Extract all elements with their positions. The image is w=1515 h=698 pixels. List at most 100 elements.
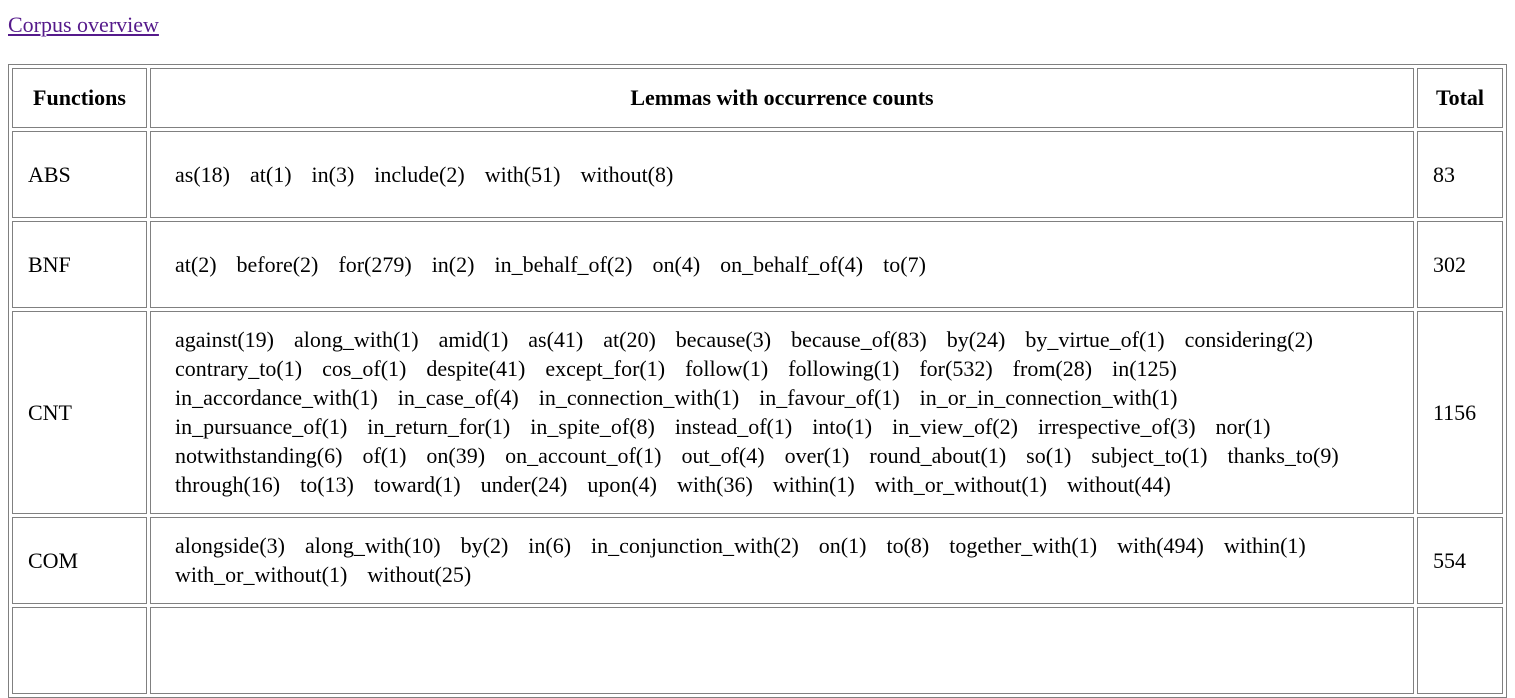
lemma-item: in_return_for(1): [367, 414, 511, 439]
function-cell: ABS: [12, 131, 147, 218]
lemma-item: cos_of(1): [322, 356, 407, 381]
lemma-item: so(1): [1026, 443, 1072, 468]
lemma-item: for(279): [338, 251, 412, 277]
lemma-item: following(1): [788, 356, 900, 381]
total-cell: 302: [1417, 221, 1503, 308]
lemma-item: by(24): [946, 327, 1006, 352]
lemma-item: from(28): [1012, 356, 1093, 381]
function-cell: BNF: [12, 221, 147, 308]
lemma-item: by_virtue_of(1): [1025, 327, 1165, 352]
table-row-partial: [12, 607, 1503, 694]
lemma-item: in(2): [431, 251, 475, 277]
lemmas-cell: alongside(3) along_with(10) by(2) in(6) in_c…: [150, 517, 1414, 604]
lemma-item: through(16): [175, 472, 281, 497]
lemma-item: in_accordance_with(1): [175, 385, 378, 410]
lemma-item: into(1): [812, 414, 873, 439]
lemma-item: follow(1): [685, 356, 769, 381]
lemma-item: except_for(1): [545, 356, 666, 381]
lemma-item: to(7): [883, 251, 926, 277]
table-row: BNF at(2) before(2) for(279) in(2) in_behalf…: [12, 221, 1503, 308]
lemma-item: in(3): [311, 161, 355, 187]
table-body: ABS as(18) at(1) in(3) include(2) with(51) wi…: [12, 131, 1503, 694]
lemma-item: with_or_without(1): [175, 562, 348, 587]
lemma-item: without(8): [580, 161, 674, 187]
lemma-item: out_of(4): [681, 443, 765, 468]
lemma-item: on(39): [426, 443, 486, 468]
header-lemmas: Lemmas with occurrence counts: [150, 68, 1414, 128]
lemma-item: by(2): [460, 533, 509, 558]
corpus-overview-link[interactable]: Corpus overview: [8, 12, 159, 37]
header-total: Total: [1417, 68, 1503, 128]
lemma-item: because_of(83): [791, 327, 927, 352]
lemma-item: to(8): [886, 533, 930, 558]
function-cell: CNT: [12, 311, 147, 514]
lemmas-cell: as(18) at(1) in(3) include(2) with(51) withou…: [150, 131, 1414, 218]
table-header-row: Functions Lemmas with occurrence counts …: [12, 68, 1503, 128]
lemma-item: because(3): [675, 327, 772, 352]
lemma-item: include(2): [374, 161, 465, 187]
lemma-item: to(13): [300, 472, 354, 497]
lemma-item: contrary_to(1): [175, 356, 303, 381]
header-functions: Functions: [12, 68, 147, 128]
total-cell: 1156: [1417, 311, 1503, 514]
lemmas-cell: at(2) before(2) for(279) in(2) in_behalf_of(…: [150, 221, 1414, 308]
lemma-item: with(36): [677, 472, 753, 497]
lemma-item: toward(1): [373, 472, 461, 497]
lemma-item: in_connection_with(1): [538, 385, 740, 410]
lemma-item: thanks_to(9): [1227, 443, 1339, 468]
lemmas-cell: [150, 607, 1414, 694]
lemma-item: in(6): [528, 533, 572, 558]
lemma-item: in_view_of(2): [892, 414, 1018, 439]
lemma-item: at(1): [249, 161, 292, 187]
total-cell: [1417, 607, 1503, 694]
lemma-item: at(20): [603, 327, 656, 352]
total-cell: 554: [1417, 517, 1503, 604]
lemma-item: without(25): [367, 562, 472, 587]
lemma-item: irrespective_of(3): [1037, 414, 1196, 439]
lemma-item: on(1): [818, 533, 867, 558]
lemmas-cell: against(19) along_with(1) amid(1) as(41) at(…: [150, 311, 1414, 514]
lemma-item: within(1): [1223, 533, 1306, 558]
lemma-item: considering(2): [1184, 327, 1313, 352]
lemma-item: in_case_of(4): [397, 385, 519, 410]
lemma-item: along_with(1): [293, 327, 419, 352]
total-cell: 83: [1417, 131, 1503, 218]
lemma-item: in(125): [1112, 356, 1177, 381]
lemma-item: in_spite_of(8): [530, 414, 655, 439]
lemma-item: within(1): [772, 472, 855, 497]
lemma-item: round_about(1): [869, 443, 1007, 468]
lemma-item: upon(4): [587, 472, 658, 497]
lemma-item: against(19): [175, 327, 274, 352]
lemma-item: without(44): [1067, 472, 1171, 497]
lemma-item: with(51): [484, 161, 561, 187]
function-cell: [12, 607, 147, 694]
function-cell: COM: [12, 517, 147, 604]
lemma-item: with_or_without(1): [874, 472, 1047, 497]
lemma-item: in_or_in_connection_with(1): [919, 385, 1178, 410]
lemma-item: in_pursuance_of(1): [175, 414, 348, 439]
lemma-table-container: Functions Lemmas with occurrence counts …: [8, 64, 1507, 698]
lemma-item: as(41): [528, 327, 584, 352]
lemma-item: instead_of(1): [674, 414, 793, 439]
lemma-item: together_with(1): [949, 533, 1098, 558]
lemma-item: as(18): [175, 161, 230, 187]
lemma-item: for(532): [919, 356, 993, 381]
lemma-item: with(494): [1117, 533, 1204, 558]
lemma-item: despite(41): [426, 356, 526, 381]
lemma-item: before(2): [236, 251, 319, 277]
lemma-item: in_behalf_of(2): [494, 251, 633, 277]
function-lemma-table: Functions Lemmas with occurrence counts …: [8, 64, 1507, 698]
table-row: CNT against(19) along_with(1) amid(1) as(41…: [12, 311, 1503, 514]
lemma-item: under(24): [480, 472, 568, 497]
lemma-item: alongside(3): [175, 533, 285, 558]
lemma-item: over(1): [784, 443, 850, 468]
lemma-item: on(4): [652, 251, 701, 277]
table-row: COM alongside(3) along_with(10) by(2) in(6)…: [12, 517, 1503, 604]
lemma-item: in_favour_of(1): [759, 385, 900, 410]
lemma-item: at(2): [175, 251, 217, 277]
lemma-item: on_account_of(1): [505, 443, 662, 468]
lemma-item: along_with(10): [304, 533, 441, 558]
lemma-item: on_behalf_of(4): [720, 251, 864, 277]
lemma-item: of(1): [362, 443, 407, 468]
lemma-item: amid(1): [438, 327, 509, 352]
